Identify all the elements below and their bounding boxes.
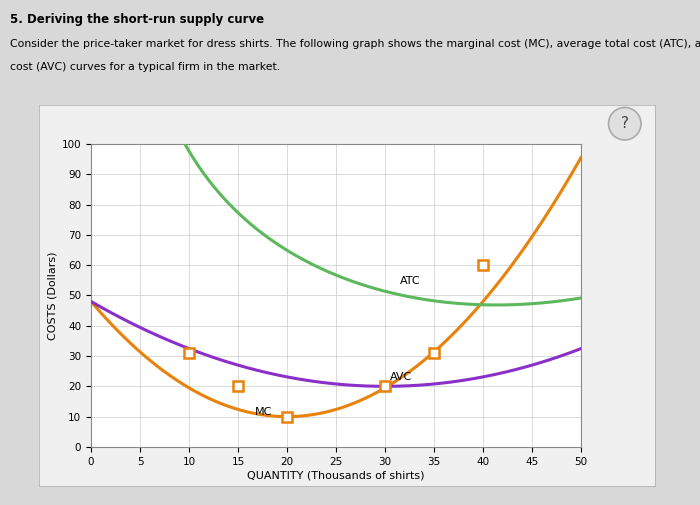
Text: AVC: AVC: [390, 372, 412, 382]
Text: ?: ?: [621, 116, 629, 131]
Y-axis label: COSTS (Dollars): COSTS (Dollars): [48, 251, 57, 340]
Circle shape: [608, 108, 641, 140]
Text: 5. Deriving the short-run supply curve: 5. Deriving the short-run supply curve: [10, 13, 265, 26]
X-axis label: QUANTITY (Thousands of shirts): QUANTITY (Thousands of shirts): [247, 471, 425, 481]
Text: Consider the price-taker market for dress shirts. The following graph shows the : Consider the price-taker market for dres…: [10, 39, 700, 49]
Text: cost (AVC) curves for a typical firm in the market.: cost (AVC) curves for a typical firm in …: [10, 62, 281, 72]
Text: MC: MC: [255, 407, 272, 417]
Text: ATC: ATC: [400, 276, 420, 286]
